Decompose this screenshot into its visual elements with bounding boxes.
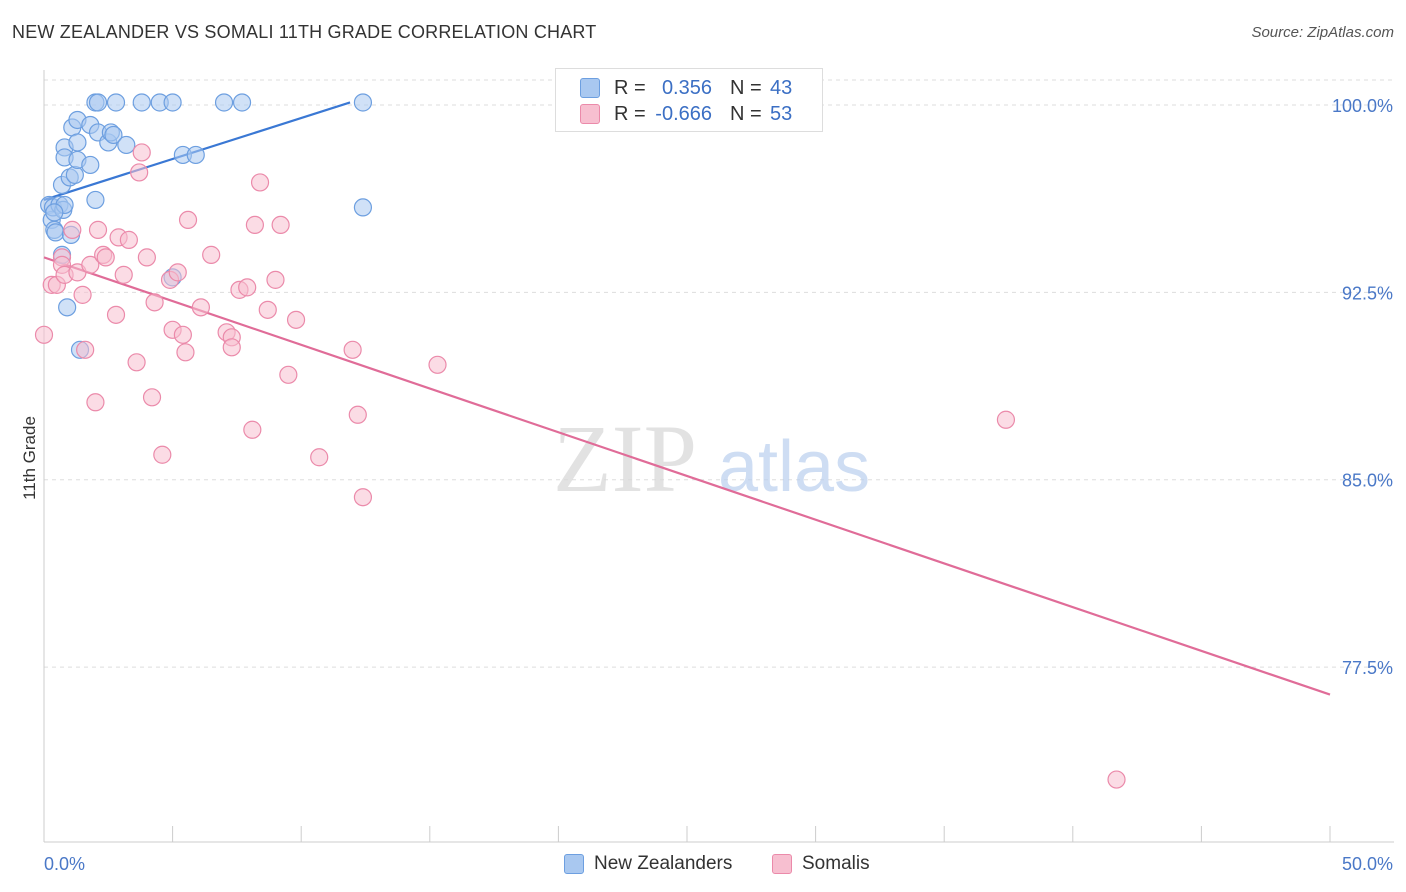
somali-point xyxy=(145,293,164,312)
somali-point xyxy=(153,445,172,464)
somali-point xyxy=(114,265,133,284)
somali-point xyxy=(245,215,265,234)
new-zealander-point xyxy=(46,223,65,242)
n-label: N = xyxy=(730,102,762,125)
n-label: N = xyxy=(730,76,762,99)
new-zealander-point xyxy=(104,125,123,145)
watermark-atlas: atlas xyxy=(718,427,870,507)
x-tick-label-min: 0.0% xyxy=(44,854,85,874)
new-zealander-point xyxy=(353,93,373,112)
n-value-new-zealanders: 43 xyxy=(770,76,793,99)
somali-point xyxy=(176,343,195,362)
somali-point xyxy=(266,270,285,289)
bottom-legend-somalis: Somalis xyxy=(772,852,870,876)
somali-point xyxy=(353,488,373,507)
somali-point xyxy=(137,248,156,267)
somali-point xyxy=(348,405,367,424)
n-value-somalis: 53 xyxy=(770,102,793,125)
source-label: Source: ZipAtlas.com xyxy=(1251,24,1394,41)
somali-point xyxy=(119,230,138,249)
y-axis-label: 11th Grade xyxy=(20,416,39,500)
new-zealander-point xyxy=(65,165,84,185)
somali-point xyxy=(238,278,257,297)
y-tick-label: 92.5% xyxy=(1342,283,1393,303)
somali-point xyxy=(222,338,241,357)
gridlines xyxy=(44,79,1394,668)
somali-point xyxy=(63,220,82,239)
somalis-swatch xyxy=(580,104,600,124)
new-zealander-point xyxy=(86,190,105,210)
new-zealander-point xyxy=(88,93,108,112)
new-zealander-point xyxy=(132,93,151,112)
somali-point xyxy=(106,305,126,324)
somali-point xyxy=(428,355,447,374)
data-points xyxy=(34,93,1126,789)
new-zealander-point xyxy=(117,135,136,155)
somali-point xyxy=(310,448,329,467)
somali-point xyxy=(1107,770,1126,789)
somalis-legend-label: Somalis xyxy=(802,853,870,874)
somali-point xyxy=(132,143,151,162)
new-zealander-point xyxy=(81,155,100,175)
somali-point xyxy=(202,245,221,264)
somali-point xyxy=(34,325,54,344)
y-tick-label: 85.0% xyxy=(1342,471,1393,491)
legend-row-somalis: R = -0.666 N = 53 xyxy=(580,102,792,126)
somali-point xyxy=(86,393,105,412)
trend-lines xyxy=(43,101,1331,696)
somali-point xyxy=(142,388,162,407)
chart-title: NEW ZEALANDER VS SOMALI 11TH GRADE CORRE… xyxy=(12,22,597,42)
somali-point xyxy=(130,163,149,182)
x-tick-label-max: 50.0% xyxy=(1342,854,1393,874)
new-zealander-point xyxy=(353,198,373,217)
somali-point xyxy=(96,248,115,267)
somalis-legend-swatch xyxy=(772,854,792,874)
somali-point xyxy=(178,210,198,230)
watermark: ZIP atlas xyxy=(553,405,870,512)
somali-point xyxy=(271,215,290,234)
r-label: R = xyxy=(614,102,646,125)
new-zealanders-legend-swatch xyxy=(564,854,584,874)
somali-point xyxy=(127,353,146,372)
new-zealander-point xyxy=(186,145,205,165)
somali-point xyxy=(76,340,95,359)
r-value-new-zealanders: 0.356 xyxy=(661,76,712,99)
somali-point xyxy=(173,325,192,344)
r-value-somalis: -0.666 xyxy=(655,102,712,125)
somali-point xyxy=(343,340,362,359)
r-label: R = xyxy=(614,76,646,99)
new-zealander-point xyxy=(232,93,252,112)
new-zealander-point xyxy=(68,133,87,152)
new-zealander-point xyxy=(106,93,126,112)
y-tick-label: 77.5% xyxy=(1342,658,1393,678)
somalis-trend-line xyxy=(43,256,1331,696)
somali-point xyxy=(250,173,270,192)
somali-point xyxy=(996,410,1016,429)
somali-point xyxy=(243,420,262,439)
somali-point xyxy=(258,300,277,319)
new-zealander-point xyxy=(214,93,234,112)
somali-point xyxy=(73,285,92,304)
new-zealanders-legend-label: New Zealanders xyxy=(594,853,733,874)
somali-point xyxy=(88,220,108,239)
new-zealander-point xyxy=(45,203,64,222)
watermark-zip: ZIP xyxy=(553,405,697,512)
new-zealanders-swatch xyxy=(580,78,600,98)
correlation-legend: R = 0.356 N = 43 R = -0.666 N = 53 xyxy=(555,68,823,132)
somali-point xyxy=(168,263,187,282)
new-zealander-point xyxy=(58,298,77,317)
tick-labels: 100.0% 92.5% 85.0% 77.5% 0.0% 50.0% xyxy=(44,96,1393,874)
bottom-legend-new-zealanders: New Zealanders xyxy=(564,852,732,876)
somali-point xyxy=(286,310,306,329)
somali-point xyxy=(279,365,298,384)
new-zealander-point xyxy=(163,93,182,112)
somali-point xyxy=(81,255,100,274)
y-tick-label: 100.0% xyxy=(1332,96,1393,116)
legend-row-new-zealanders: R = 0.356 N = 43 xyxy=(580,76,792,100)
somali-point xyxy=(191,298,210,317)
